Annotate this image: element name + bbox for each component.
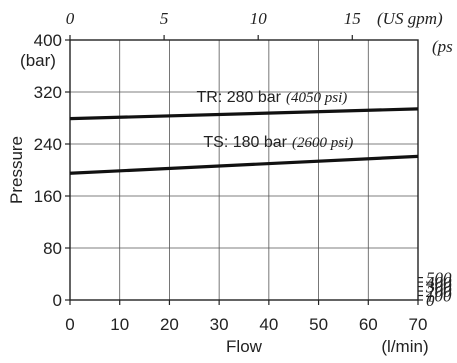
x-axis-label: Flow	[226, 337, 263, 356]
series-label-1: TS: 180 bar	[203, 134, 287, 151]
series-label-0: TR: 280 bar	[197, 89, 282, 106]
y-right-tick-label-4: 400	[426, 273, 452, 292]
series-note-0: (4050 psi)	[286, 90, 347, 106]
plot-frame	[69, 39, 419, 301]
x-top-tick-label-0: 0	[66, 9, 75, 28]
x-tick-label-7: 70	[409, 315, 428, 334]
x-tick-label-3: 30	[210, 315, 229, 334]
x-tick-label-5: 50	[309, 315, 328, 334]
y-tick-label-0: 0	[53, 291, 62, 310]
y-right-axis-unit: (ps	[432, 37, 453, 56]
y-axis-unit: (bar)	[20, 51, 56, 70]
y-tick-label-4: 320	[34, 83, 62, 102]
y-tick-label-2: 160	[34, 187, 62, 206]
series-line-1	[69, 154, 419, 175]
series-note-1: (2600 psi)	[292, 135, 353, 151]
y-tick-label-3: 240	[34, 135, 62, 154]
x-tick-label-1: 10	[110, 315, 129, 334]
x-tick-label-0: 0	[65, 315, 74, 334]
y-tick-label-1: 80	[43, 239, 62, 258]
x-top-tick-label-3: 15	[344, 9, 361, 28]
x-top-tick-label-1: 5	[160, 9, 169, 28]
y-tick-label-5: 400	[34, 31, 62, 50]
y-right-tick-label-2: 200	[426, 282, 452, 301]
y-right-tick-label-1: 100	[426, 287, 452, 306]
series-line-0	[69, 107, 419, 121]
x-tick-label-4: 40	[259, 315, 278, 334]
x-top-tick-label-2: 10	[250, 9, 268, 28]
x-top-axis-unit: (US gpm)	[377, 9, 443, 28]
x-tick-label-6: 60	[359, 315, 378, 334]
y-right-tick-label-5: 500	[426, 269, 452, 288]
y-right-tick-label-0: 0	[426, 291, 435, 310]
y-axis-label: Pressure	[7, 136, 26, 204]
x-axis-unit: (l/min)	[381, 337, 428, 356]
y-right-tick-label-3: 300	[425, 278, 452, 297]
x-tick-label-2: 20	[160, 315, 179, 334]
